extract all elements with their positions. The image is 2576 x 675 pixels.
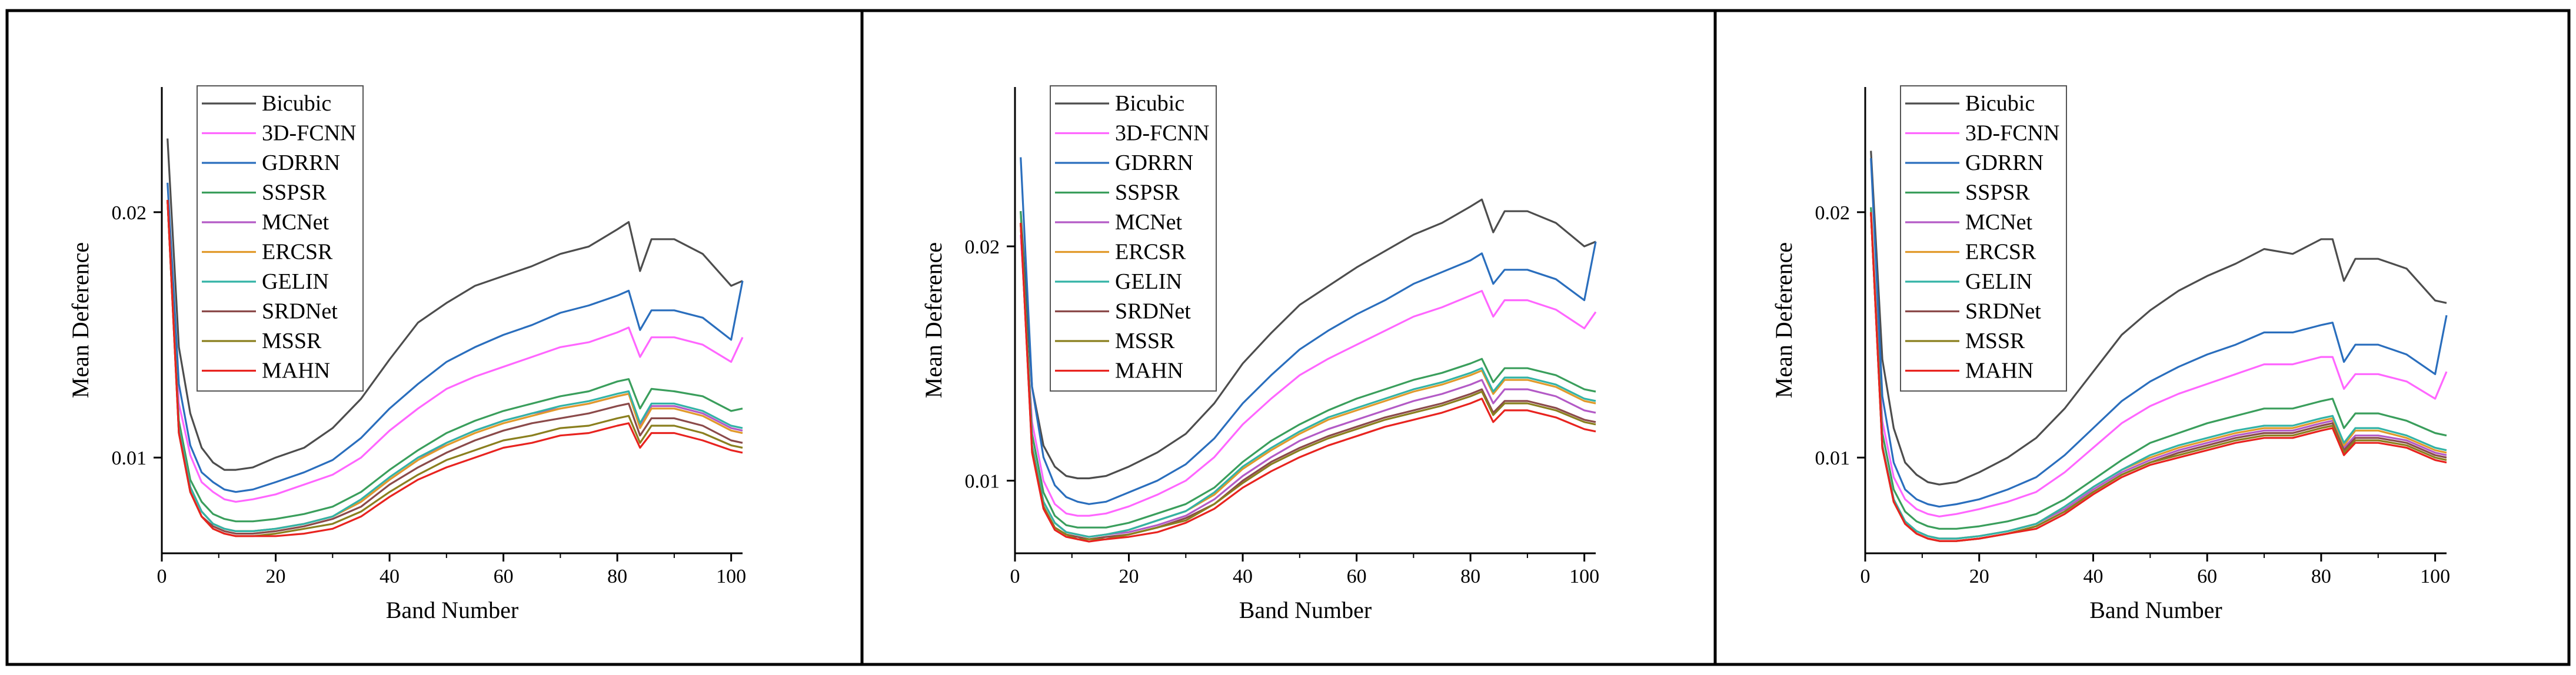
x-tick-label: 0: [1861, 566, 1871, 587]
legend-label: MAHN: [1965, 359, 2033, 383]
chart-panel-3: 0 20 40 60 80 100 0.01 0.02 Band Number Mean Defe…: [1770, 85, 2450, 623]
legend-label: SSPSR: [1115, 181, 1180, 205]
legend-label: MSSR: [1115, 329, 1175, 353]
legend-label: 3D-FCNN: [262, 121, 356, 146]
legend-label: MCNet: [262, 210, 329, 235]
x-axis-title: Band Number: [1239, 597, 1372, 623]
y-axis-title: Mean Deference: [67, 242, 94, 398]
legend-label: MAHN: [1115, 359, 1183, 383]
legend-label: SRDNet: [262, 299, 338, 324]
legend-label: MCNet: [1965, 210, 2032, 235]
x-tick-label: 80: [607, 566, 627, 587]
series-line-srdnet: [1020, 223, 1596, 540]
legend-label: SRDNet: [1965, 299, 2041, 324]
x-tick-label: 100: [2420, 566, 2450, 587]
series-line-mahn: [1870, 212, 2447, 542]
y-tick-label: 0.01: [1815, 447, 1851, 469]
y-tick-label: 0.02: [1815, 202, 1851, 224]
y-axis-title: Mean Deference: [920, 242, 947, 398]
series-line-gdrrn: [1020, 157, 1597, 505]
x-tick-label: 100: [716, 566, 746, 587]
series-line-mahn: [167, 199, 743, 537]
series-line-gelin: [1020, 223, 1596, 538]
legend-label: SRDNet: [1115, 299, 1191, 324]
series-line-gelin: [167, 199, 743, 532]
legend-label: Bicubic: [1115, 91, 1184, 116]
series-line-srdnet: [167, 199, 743, 535]
legend-label: ERCSR: [262, 240, 333, 265]
x-tick-label: 40: [1233, 566, 1253, 587]
y-tick-label: 0.01: [965, 470, 1000, 492]
legend-label: MAHN: [262, 359, 330, 383]
chart-panel-1: 0 20 40 60 80 100 0.01 0.02 Band Number Mean Defe…: [67, 85, 746, 623]
x-tick-label: 20: [1969, 566, 1989, 587]
legend-label: 3D-FCNN: [1115, 121, 1209, 146]
series-line-sspsr: [167, 199, 743, 523]
legend-label: MCNet: [1115, 210, 1182, 235]
legend-label: Bicubic: [1965, 91, 2035, 116]
x-tick-label: 60: [1347, 566, 1367, 587]
series-line-mssr: [1020, 223, 1596, 540]
x-tick-label: 20: [1119, 566, 1139, 587]
series-line-sspsr: [1020, 211, 1596, 529]
x-tick-label: 0: [1010, 566, 1020, 587]
legend-label: Bicubic: [262, 91, 331, 116]
x-tick-label: 40: [2083, 566, 2103, 587]
legend-label: SSPSR: [1965, 181, 2031, 205]
series-line-gdrrn: [167, 182, 744, 493]
legend-label: MSSR: [262, 329, 322, 353]
legend-label: GDRRN: [1965, 151, 2044, 175]
figure-frame: [5, 9, 2571, 666]
legend-label: GELIN: [1965, 269, 2032, 294]
charts-layer: 0 20 40 60 80 100 0.01 0.02 Band Number Mean Defe…: [67, 85, 2450, 623]
series-line-3d-fcnn: [167, 199, 744, 503]
legend-label: ERCSR: [1965, 240, 2036, 265]
series-line-sspsr: [1870, 207, 2447, 530]
series-line-gelin: [1870, 212, 2447, 540]
chart-panel-2: 0 20 40 60 80 100 0.01 0.02 Band Number Mean Defe…: [920, 85, 1599, 623]
legend-label: GDRRN: [1115, 151, 1193, 175]
x-axis-title: Band Number: [386, 597, 519, 623]
x-tick-label: 20: [266, 566, 286, 587]
legend-label: GELIN: [262, 269, 329, 294]
legend-label: 3D-FCNN: [1965, 121, 2059, 146]
series-line-3d-fcnn: [1020, 235, 1597, 517]
series-line-3d-fcnn: [1870, 212, 2448, 517]
x-tick-label: 0: [157, 566, 167, 587]
legend-label: GDRRN: [262, 151, 340, 175]
x-tick-label: 80: [1460, 566, 1480, 587]
x-axis-title: Band Number: [2089, 597, 2222, 623]
y-tick-label: 0.02: [112, 202, 147, 224]
x-tick-label: 40: [380, 566, 400, 587]
series-line-gdrrn: [1870, 158, 2448, 508]
x-tick-label: 60: [494, 566, 514, 587]
x-tick-label: 100: [1569, 566, 1599, 587]
legend-label: ERCSR: [1115, 240, 1186, 265]
x-tick-label: 60: [2197, 566, 2217, 587]
y-tick-label: 0.01: [112, 447, 147, 469]
series-line-mahn: [1020, 223, 1596, 543]
y-axis-title: Mean Deference: [1770, 242, 1797, 398]
legend-label: MSSR: [1965, 329, 2025, 353]
series-line-bicubic: [167, 138, 743, 471]
series-line-bicubic: [1020, 198, 1596, 480]
series-line-bicubic: [1870, 151, 2447, 486]
x-tick-label: 80: [2311, 566, 2331, 587]
y-tick-label: 0.02: [965, 236, 1000, 258]
legend-label: SSPSR: [262, 181, 327, 205]
legend-label: GELIN: [1115, 269, 1182, 294]
